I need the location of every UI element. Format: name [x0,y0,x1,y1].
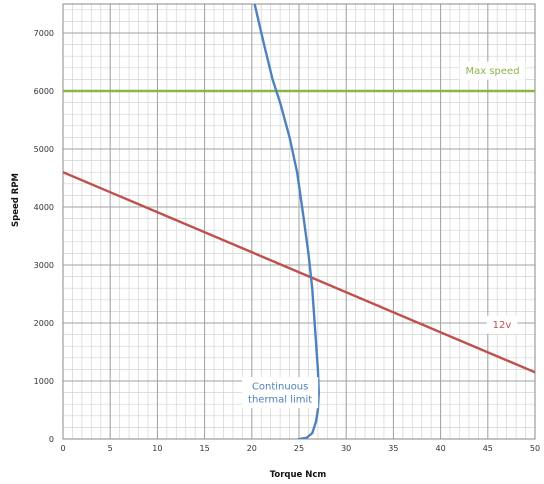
x-tick-label: 25 [294,444,304,453]
annotation-max-speed: Max speed [459,61,526,80]
y-tick-label: 1000 [34,377,54,386]
y-tick-label: 3000 [34,261,54,270]
annotation-text: thermal limit [248,395,312,406]
y-tick-label: 0 [49,435,54,444]
annotation-box [242,377,319,409]
annotation-text: 12v [493,320,512,331]
y-tick-label: 2000 [34,319,54,328]
y-tick-label: 6000 [34,87,54,96]
annotation-text: Continuous [252,382,308,393]
x-tick-label: 0 [60,444,65,453]
x-axis-title: Torque Ncm [270,470,327,480]
tick-labels: 0 5 10 15 20 25 30 35 40 45 50 0 1000 2000 3000 4000 500… [34,29,540,453]
x-tick-label: 20 [247,444,257,453]
x-tick-label: 50 [530,444,540,453]
x-tick-label: 40 [436,444,446,453]
y-axis-title: Speed RPM [11,173,21,227]
series-line-continuous-thermal-limit [253,4,321,439]
annotation-box [459,61,526,80]
annotations: Max speed 12v Continuous thermal limit [242,61,526,409]
y-tick-label: 4000 [34,203,54,212]
series-line-12v [63,170,535,374]
x-tick-label: 10 [152,444,162,453]
x-tick-label: 5 [108,444,113,453]
annotation-box [486,315,518,334]
y-tick-label: 5000 [34,145,54,154]
series-lines [63,4,535,439]
y-tick-label: 7000 [34,29,54,38]
annotation-text: Max speed [465,66,519,77]
x-tick-label: 30 [341,444,351,453]
annotation-12v: 12v [486,315,518,334]
x-tick-label: 45 [483,444,493,453]
x-tick-label: 35 [388,444,398,453]
annotation-continuous-thermal-limit: Continuous thermal limit [242,377,319,409]
x-tick-label: 15 [200,444,210,453]
